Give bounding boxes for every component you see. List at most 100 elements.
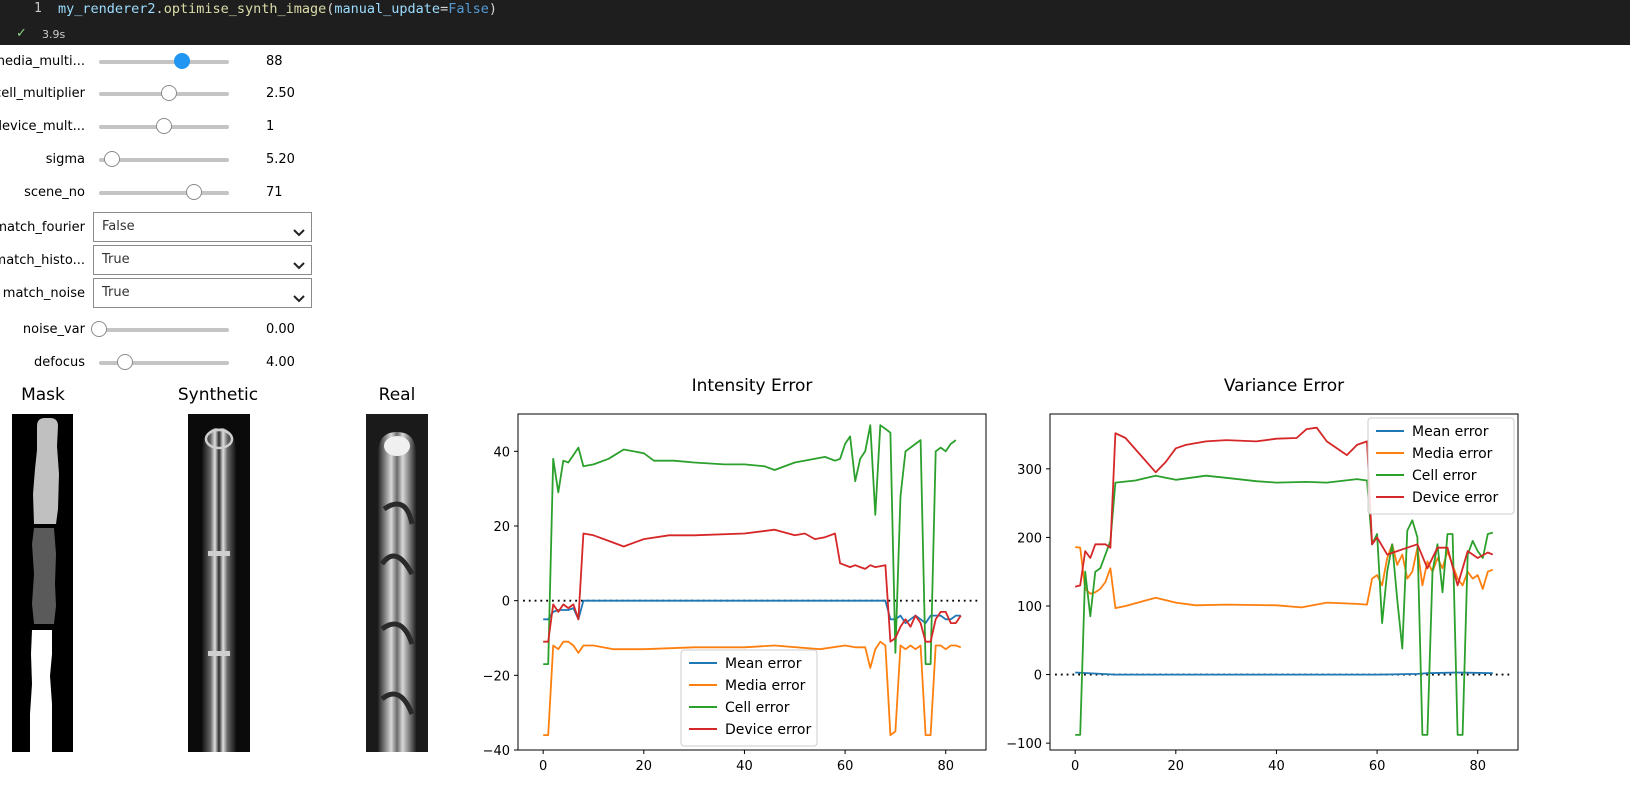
slider-track[interactable] (99, 53, 229, 69)
slider-value: 71 (266, 185, 283, 200)
code-line[interactable]: my_renderer2.optimise_synth_image(manual… (58, 1, 497, 17)
slider-track[interactable] (99, 184, 229, 200)
synthetic-image (188, 414, 250, 752)
y-tick-label: 0 (502, 595, 510, 610)
x-tick-label: 20 (636, 759, 653, 774)
slider-value: 0.00 (266, 322, 295, 337)
slider-handle[interactable] (104, 151, 120, 167)
success-check-icon: ✓ (16, 26, 27, 41)
code-method: optimise_synth_image (163, 1, 327, 17)
x-tick-label: 60 (1369, 759, 1386, 774)
real-title: Real (378, 385, 416, 405)
code-cell[interactable]: 1 my_renderer2.optimise_synth_image(manu… (0, 0, 1630, 45)
legend-label: Mean error (725, 656, 802, 672)
slider-value: 5.20 (266, 152, 295, 167)
chart-legend: Mean error Media error Cell error Device er… (1367, 417, 1515, 515)
chevron-down-icon (293, 222, 305, 241)
y-tick-label: 0 (1034, 669, 1042, 684)
widget-label: noise_var (22, 322, 85, 337)
legend-label: Cell error (1412, 468, 1477, 484)
series-line-media-error (543, 640, 962, 737)
x-tick-label: 0 (539, 759, 547, 774)
slider-value: 4.00 (266, 355, 295, 370)
dropdown-select[interactable]: False (93, 212, 312, 242)
widget-label: cell_multiplier (0, 86, 85, 101)
intensity-error-chart: Intensity Error 0 20 40 60 80 −40 −20 0 20 40 Mean … (483, 378, 987, 774)
code-object: my_renderer2 (58, 1, 156, 17)
dropdown-value: False (102, 219, 135, 234)
y-tick-label: 100 (1017, 600, 1042, 615)
chart-title: Variance Error (1224, 378, 1344, 396)
legend-label: Media error (1412, 446, 1493, 462)
legend-label: Mean error (1412, 424, 1489, 440)
widget-row: noise_var 0.00 (0, 316, 320, 344)
slider-handle[interactable] (91, 321, 107, 337)
x-tick-label: 40 (1268, 759, 1285, 774)
x-tick-label: 0 (1071, 759, 1079, 774)
widget-label: defocus (34, 355, 85, 370)
y-tick-label: 20 (493, 520, 510, 535)
slider-value: 1 (266, 119, 275, 134)
chart-legend: Mean error Media error Cell error Device er… (680, 649, 818, 747)
slider-value: 2.50 (266, 86, 295, 101)
y-tick-label: −100 (1006, 737, 1042, 752)
legend-label: Device error (1412, 490, 1498, 506)
chart-title: Intensity Error (692, 378, 813, 396)
code-arg-value: False (448, 1, 489, 17)
widget-row: sigma 5.20 (0, 146, 320, 174)
widget-label: sigma (45, 152, 85, 167)
widget-label: match_histo... (0, 253, 85, 268)
y-tick-label: 200 (1017, 531, 1042, 546)
slider-handle[interactable] (174, 53, 191, 69)
variance-error-chart: Variance Error 0 20 40 60 80 −100 0 100 200 300 Mea… (1006, 378, 1519, 774)
widget-row: match_histo... True (0, 245, 320, 275)
slider-handle[interactable] (156, 118, 172, 134)
synthetic-title: Synthetic (177, 385, 259, 405)
slider-track[interactable] (99, 85, 229, 101)
legend-frame (680, 649, 818, 747)
code-arg-name: manual_update (334, 1, 441, 17)
widget-label: scene_no (24, 185, 85, 200)
x-tick-label: 60 (837, 759, 854, 774)
y-tick-label: 300 (1017, 463, 1042, 478)
series-line-device-error (1074, 426, 1494, 588)
widget-label: media_multi... (0, 54, 85, 69)
series-line-device-error (543, 528, 962, 643)
slider-track[interactable] (99, 118, 229, 134)
y-tick-label: 40 (493, 445, 510, 460)
chevron-down-icon (293, 288, 305, 307)
real-image (366, 414, 428, 752)
series-line-cell-error (543, 424, 957, 666)
dropdown-value: True (102, 252, 130, 267)
slider-handle[interactable] (117, 354, 133, 370)
slider-track[interactable] (99, 354, 229, 370)
slider-handle[interactable] (161, 85, 178, 101)
mask-title: Mask (21, 385, 65, 405)
widget-row: cell_multiplier 2.50 (0, 80, 320, 108)
chevron-down-icon (293, 255, 305, 274)
legend-label: Device error (725, 722, 811, 738)
widget-row: match_fourier False (0, 212, 320, 242)
legend-label: Media error (725, 678, 806, 694)
execution-time: 3.9s (42, 28, 66, 41)
legend-label: Cell error (725, 700, 790, 716)
slider-track[interactable] (99, 151, 229, 167)
mask-image (12, 414, 73, 752)
x-tick-label: 20 (1168, 759, 1185, 774)
widget-label: match_fourier (0, 220, 85, 235)
x-tick-label: 40 (736, 759, 753, 774)
series-line-mean-error (1075, 671, 1493, 676)
legend-frame (1367, 417, 1515, 515)
dropdown-select[interactable]: True (93, 245, 312, 275)
widget-label: match_noise (2, 286, 85, 301)
x-tick-label: 80 (937, 759, 954, 774)
slider-handle[interactable] (185, 184, 202, 200)
line-number: 1 (34, 1, 42, 16)
widget-row: match_noise True (0, 278, 320, 308)
y-tick-label: −40 (483, 744, 510, 759)
slider-track[interactable] (91, 321, 229, 337)
dropdown-select[interactable]: True (93, 278, 312, 308)
series-line-media-error (1075, 543, 1494, 610)
widget-row: defocus 4.00 (0, 349, 320, 377)
x-tick-label: 80 (1469, 759, 1486, 774)
